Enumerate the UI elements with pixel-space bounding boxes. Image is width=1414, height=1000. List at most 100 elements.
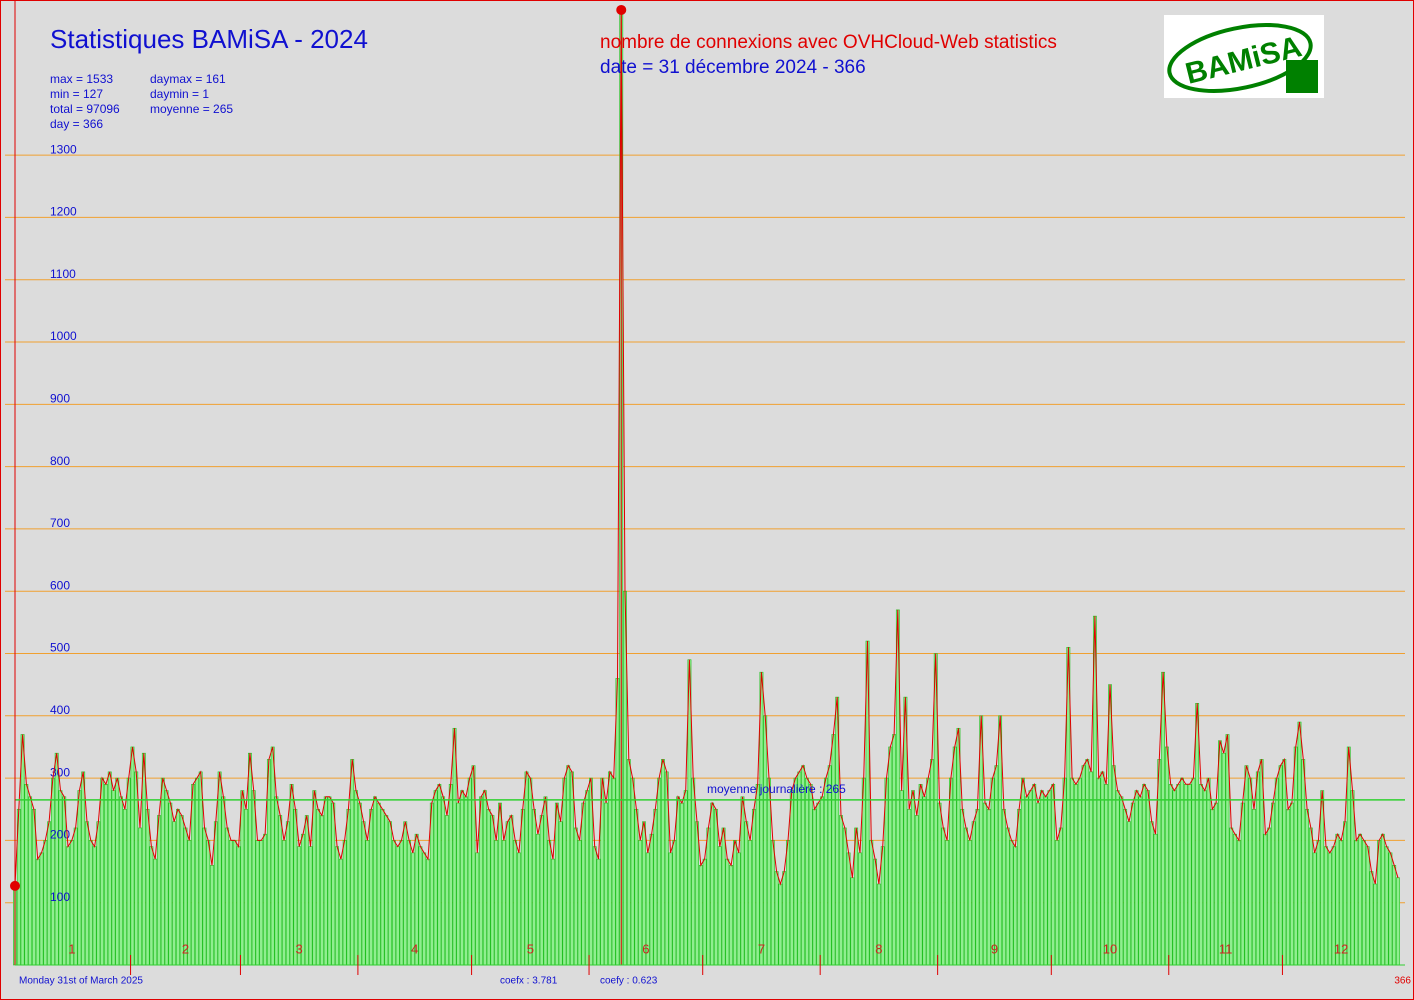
bar (509, 815, 514, 966)
bar (1070, 777, 1075, 966)
bar (452, 727, 457, 966)
bar (1138, 796, 1143, 966)
bar (1047, 790, 1052, 966)
bar (839, 815, 843, 966)
bar (967, 840, 972, 966)
bar (1074, 784, 1078, 966)
month-label: 9 (991, 941, 998, 956)
bar (130, 746, 135, 966)
bar (373, 796, 377, 966)
bar (403, 821, 408, 966)
bar (490, 815, 495, 966)
bar (149, 846, 154, 966)
bar (445, 815, 449, 966)
bar (194, 777, 199, 966)
bar (1024, 796, 1029, 966)
y-tick-label: 700 (50, 516, 70, 530)
bar (1020, 777, 1025, 966)
bar (50, 777, 55, 966)
bar (202, 827, 207, 966)
bar (513, 840, 518, 966)
bar (1365, 846, 1370, 966)
bar (1002, 808, 1006, 966)
bar (1267, 827, 1272, 966)
bar (433, 790, 438, 966)
bar (229, 840, 233, 966)
bar (763, 715, 768, 966)
bar (1055, 840, 1059, 966)
bar (255, 840, 260, 966)
bar (346, 808, 351, 966)
bar (914, 815, 919, 966)
bar (698, 865, 703, 966)
bar (43, 840, 48, 966)
bar (422, 852, 427, 966)
bar (320, 815, 324, 966)
bar (1168, 784, 1173, 966)
bar (820, 796, 824, 966)
bar (384, 815, 389, 966)
bar (990, 777, 995, 966)
bar (460, 790, 465, 966)
bar (312, 790, 317, 966)
month-label: 12 (1334, 941, 1348, 956)
bar (1142, 784, 1147, 966)
bar (952, 746, 957, 966)
bar (225, 827, 230, 966)
bar (388, 821, 393, 966)
bar (134, 771, 139, 966)
bar (32, 808, 36, 966)
bar (1081, 765, 1086, 966)
bar (1100, 771, 1105, 966)
bar (733, 840, 737, 966)
bar (691, 777, 696, 966)
bar (899, 790, 904, 966)
bar (395, 846, 400, 966)
bar (528, 777, 533, 966)
bar (1032, 784, 1037, 966)
bar (543, 796, 548, 966)
bar (28, 796, 33, 966)
bar (1051, 784, 1056, 966)
bar (248, 752, 252, 966)
bar (1009, 840, 1014, 966)
bar (566, 765, 571, 966)
bar (20, 734, 25, 966)
month-label: 11 (1219, 941, 1233, 956)
bar (653, 808, 658, 966)
bar (581, 802, 586, 966)
bar (429, 802, 434, 966)
bar (736, 852, 741, 966)
bar (695, 821, 699, 966)
bar (570, 771, 574, 966)
stat: min = 127 (50, 87, 103, 101)
bar (850, 877, 855, 966)
bar (448, 784, 453, 966)
bar (551, 858, 555, 966)
bar (1096, 777, 1101, 966)
bar (956, 727, 961, 966)
bar (418, 846, 423, 966)
bar (206, 840, 211, 966)
bar (327, 796, 332, 966)
bar (1085, 759, 1090, 966)
bar (270, 746, 275, 966)
y-tick-label: 100 (50, 890, 70, 904)
bar (823, 777, 828, 966)
bar (380, 808, 385, 966)
bar (1218, 740, 1222, 966)
bar (456, 802, 461, 966)
bar (399, 840, 404, 966)
bar (816, 802, 821, 966)
bar (213, 821, 218, 966)
stat: daymax = 161 (150, 72, 226, 86)
coefx: coefx : 3.781 (500, 976, 558, 987)
bar (1305, 808, 1309, 966)
bar (1369, 871, 1374, 966)
bar (786, 840, 790, 966)
bar (441, 796, 446, 966)
bar (244, 808, 249, 966)
month-label: 2 (182, 941, 189, 956)
bar (505, 821, 510, 966)
bar (960, 808, 965, 966)
